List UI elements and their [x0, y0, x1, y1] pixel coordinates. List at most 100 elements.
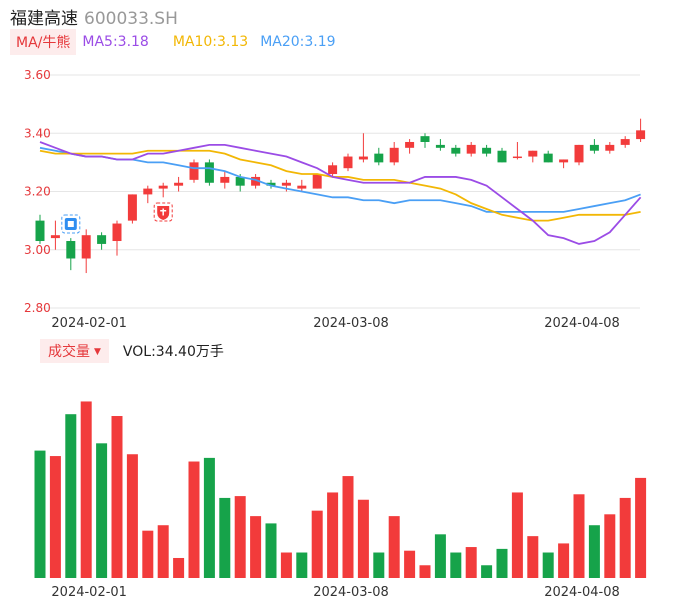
volume-bar — [203, 457, 215, 578]
candle-body — [112, 223, 122, 242]
volume-bar — [126, 454, 138, 578]
candle-body — [50, 235, 60, 239]
stock-code: 600033.SH — [84, 9, 178, 29]
niu-badge-icon[interactable] — [153, 202, 173, 222]
volume-bar — [619, 497, 631, 578]
price-grid — [40, 74, 640, 309]
volume-bar — [527, 536, 539, 578]
volume-bar — [250, 516, 262, 578]
volume-bar — [357, 499, 369, 578]
ji-badge-icon[interactable] — [61, 214, 81, 234]
ma-indicator-button[interactable]: MA/牛熊 — [10, 29, 77, 55]
candle-body — [35, 220, 45, 242]
candle-body — [435, 144, 445, 148]
volume-bar — [80, 401, 92, 578]
volume-bar — [219, 497, 231, 578]
candle-body — [158, 185, 168, 189]
volume-bar — [542, 552, 554, 578]
volume-bar — [434, 534, 446, 578]
volume-bar — [65, 414, 77, 578]
volume-value: VOL:34.40万手 — [122, 344, 224, 360]
candle-body — [559, 159, 569, 163]
candle-body — [405, 141, 415, 148]
stock-title: 福建高速 600033.SH — [10, 4, 178, 29]
candle-body — [605, 144, 615, 151]
ma10-label: MA10:3.13 — [172, 34, 249, 50]
volume-bar — [588, 525, 600, 578]
price-axis-ticks: 3.60 3.40 3.20 3.00 2.80 — [24, 68, 51, 315]
moving-average-lines — [39, 141, 642, 245]
x-tick-label: 2024-04-08 — [544, 585, 620, 600]
volume-legend: 成交量 ▼ VOL:34.40万手 — [40, 339, 224, 363]
volume-bar — [34, 450, 46, 578]
volume-button-label: 成交量 — [48, 344, 90, 360]
caret-down-icon: ▼ — [94, 347, 101, 357]
volume-bar — [111, 416, 123, 578]
y-tick-label: 2.80 — [24, 301, 51, 315]
volume-bar — [604, 514, 616, 578]
volume-bar — [481, 565, 493, 578]
candle-body — [497, 150, 507, 163]
candle-body — [574, 144, 584, 163]
stock-name: 福建高速 — [10, 9, 78, 29]
volume-bar — [511, 492, 523, 578]
volume-bar — [188, 461, 200, 578]
candle-body — [297, 185, 307, 189]
volume-bar — [280, 552, 292, 578]
volume-bar — [558, 543, 570, 578]
candle-body — [66, 241, 76, 259]
x-tick-label: 2024-02-01 — [51, 585, 127, 600]
volume-indicator-button[interactable]: 成交量 ▼ — [40, 339, 109, 363]
volume-bar — [265, 523, 277, 578]
candle-body — [451, 147, 461, 154]
candle-body — [389, 147, 399, 163]
candle-body — [143, 188, 153, 195]
volume-bar — [573, 494, 585, 578]
ma20-label: MA20:3.19 — [260, 34, 336, 50]
candle-body — [543, 153, 553, 163]
volume-bars — [34, 401, 647, 578]
candle-body — [189, 162, 199, 180]
volume-bar — [296, 552, 308, 578]
candle-body — [251, 176, 261, 186]
candle-body — [174, 182, 184, 186]
volume-bar — [96, 443, 108, 578]
candle-body — [266, 182, 276, 186]
candle-body — [312, 174, 322, 189]
y-tick-label: 3.40 — [24, 126, 51, 140]
candle-body — [620, 139, 630, 145]
candle-body — [97, 235, 107, 244]
volume-bar — [234, 496, 246, 578]
volume-bar — [142, 530, 154, 578]
volume-x-axis: 2024-02-01 2024-03-08 2024-04-08 — [51, 585, 619, 600]
candle-body — [81, 235, 91, 259]
volume-bar — [327, 492, 339, 578]
volume-bar — [173, 557, 185, 578]
y-tick-label: 3.20 — [24, 185, 51, 199]
volume-bar — [157, 525, 169, 578]
candle-body — [420, 136, 430, 142]
candle-body — [528, 150, 538, 157]
candle-body — [343, 156, 353, 169]
volume-bar — [311, 510, 323, 578]
price-x-axis: 2024-02-01 2024-03-08 2024-04-08 — [51, 316, 619, 331]
x-tick-label: 2024-03-08 — [313, 585, 389, 600]
volume-bar — [49, 456, 61, 578]
x-tick-label: 2024-02-01 — [51, 316, 127, 331]
candle-body — [281, 182, 291, 186]
candle-body — [220, 176, 230, 183]
ma5-line — [39, 141, 642, 245]
volume-bar — [404, 550, 416, 578]
x-tick-label: 2024-03-08 — [313, 316, 389, 331]
candle-body — [482, 147, 492, 154]
candle-body — [204, 162, 214, 183]
volume-bar — [388, 516, 400, 578]
x-tick-label: 2024-04-08 — [544, 316, 620, 331]
candle-body — [589, 144, 599, 151]
ma-legend: MA/牛熊 MA5:3.18 MA10:3.13 MA20:3.19 — [10, 29, 336, 55]
volume-bar — [373, 552, 385, 578]
ma10-line — [39, 149, 641, 222]
candle-body — [512, 156, 522, 159]
candle-body — [466, 144, 476, 154]
